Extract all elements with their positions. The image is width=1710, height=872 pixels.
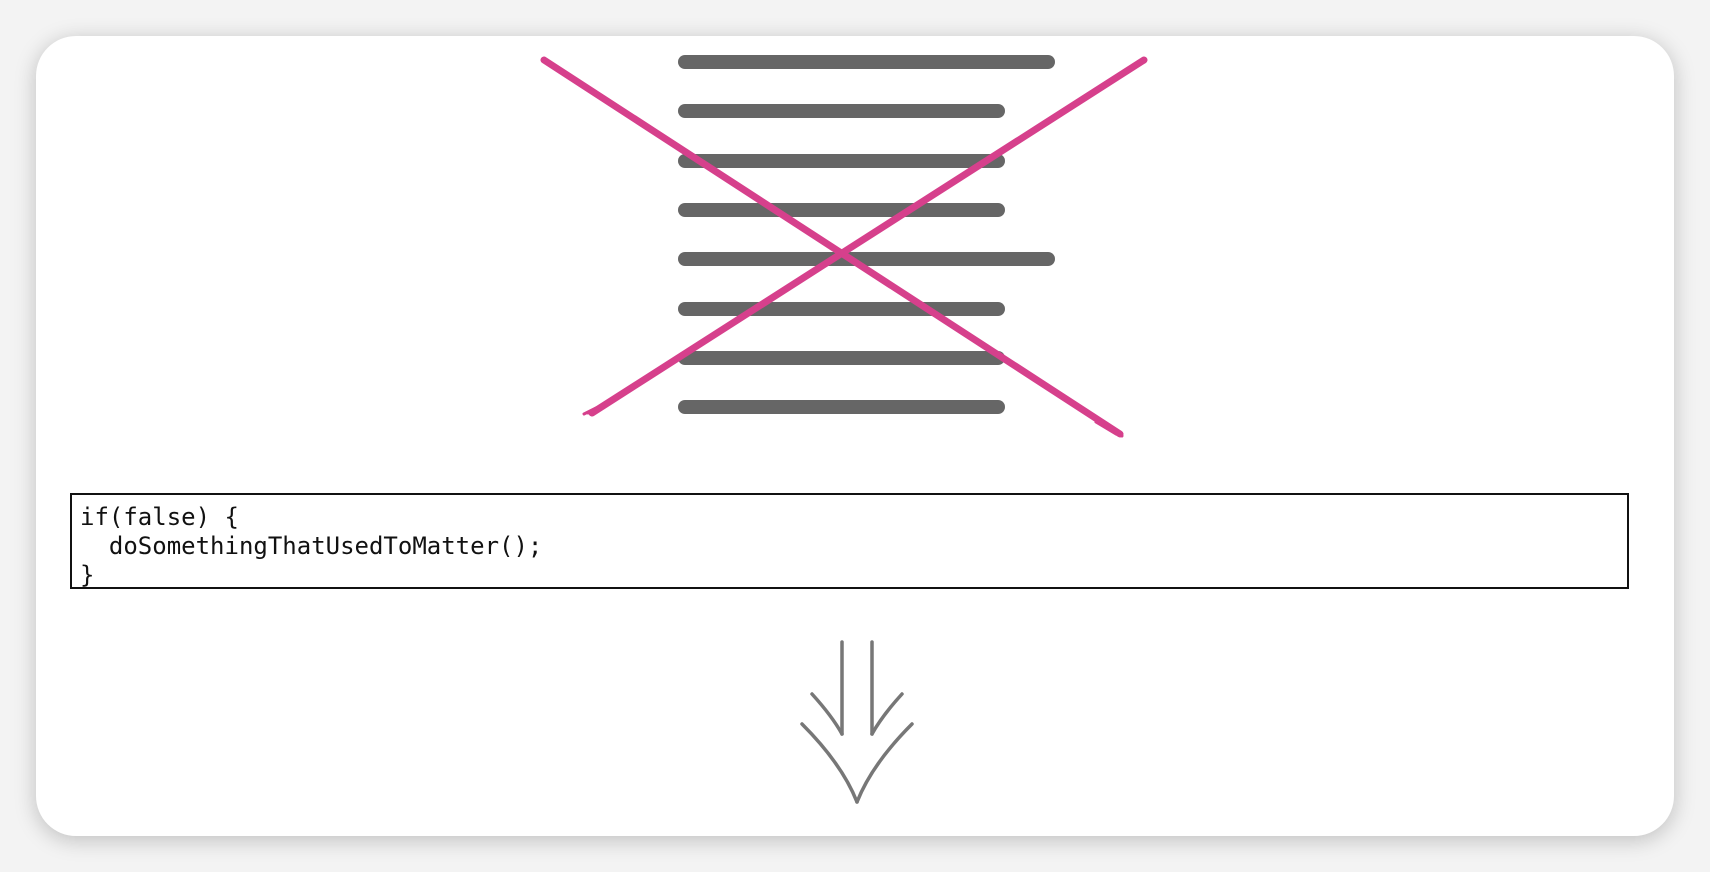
double-down-arrow-icon [800,640,914,804]
arrow-head-inner-right [870,692,904,736]
code-line-1: if(false) { [80,503,239,531]
diagram-card: if(false) { doSomethingThatUsedToMatter(… [36,36,1674,836]
cross-out-mark [540,56,1148,438]
arrow-head-outer-left [800,722,859,804]
arrow-head-outer-right [855,722,914,804]
cross-stroke-up [588,56,1148,417]
cross-stroke-frayed-start [582,404,604,416]
code-line-2: doSomethingThatUsedToMatter(); [80,532,543,560]
cross-stroke-down [540,56,1124,438]
document-text-lines [678,55,1055,414]
arrow-head-inner-left [810,692,844,736]
crossed-out-document-illustration [540,55,1148,438]
code-line-3: } [80,561,95,589]
code-snippet: if(false) { doSomethingThatUsedToMatter(… [70,493,1629,589]
cross-stroke-frayed-end [1094,420,1124,438]
